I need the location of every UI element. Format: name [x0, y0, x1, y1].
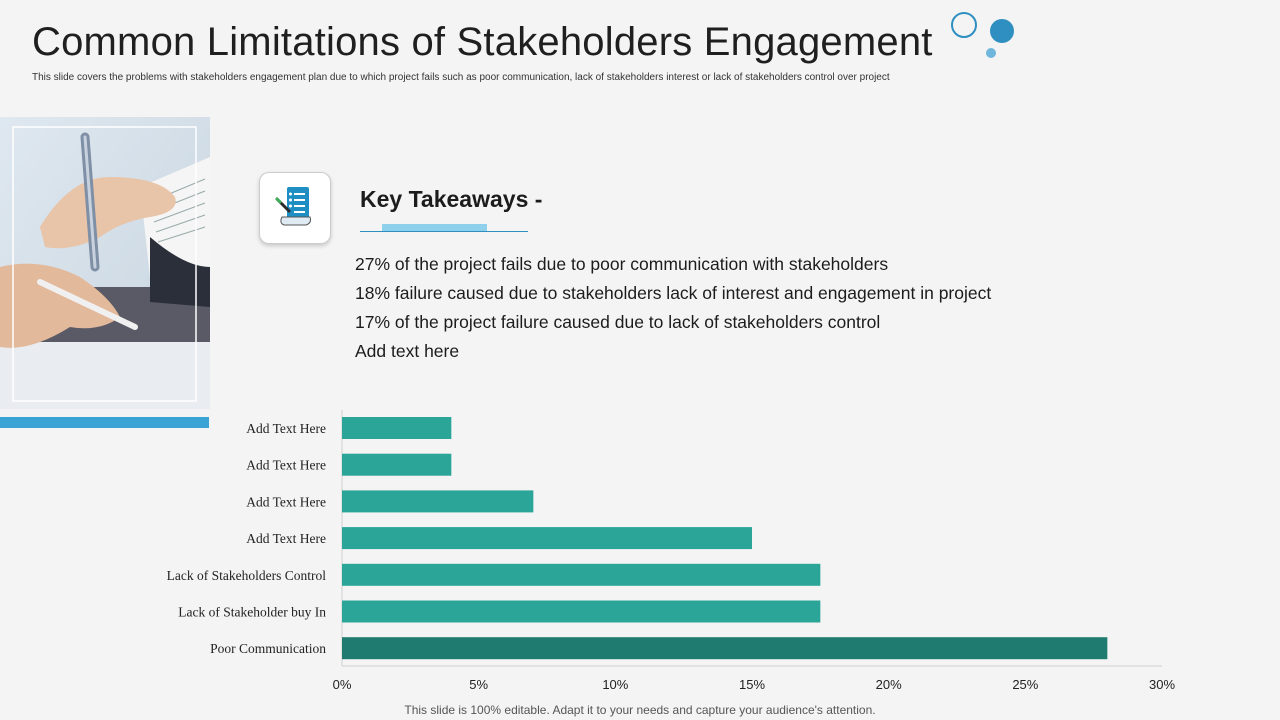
- decorative-dot-small: [986, 48, 996, 58]
- x-tick-label: 15%: [739, 677, 765, 692]
- category-label: Add Text Here: [246, 494, 326, 509]
- bar-chart: Add Text Here Add Text Here Add Text Here A…: [167, 410, 1175, 692]
- key-takeaways-heading: Key Takeaways -: [360, 186, 543, 212]
- takeaway-item: Add text here: [355, 341, 460, 361]
- slide-title: Common Limitations of Stakeholders Engag…: [32, 20, 933, 64]
- bar: [342, 563, 821, 586]
- decorative-dot: [990, 19, 1014, 43]
- category-label: Lack of Stakeholder buy In: [178, 605, 326, 620]
- category-label: Add Text Here: [246, 531, 326, 546]
- takeaway-item: 27% of the project fails due to poor com…: [355, 254, 889, 274]
- bar: [342, 600, 821, 623]
- x-tick-label: 5%: [469, 677, 488, 692]
- x-tick-label: 30%: [1149, 677, 1175, 692]
- footer-note: This slide is 100% editable. Adapt it to…: [404, 703, 876, 717]
- bar: [342, 490, 534, 513]
- category-label: Add Text Here: [246, 421, 326, 436]
- bar: [342, 453, 452, 476]
- x-tick-label: 25%: [1012, 677, 1038, 692]
- category-label: Add Text Here: [246, 458, 326, 473]
- bar: [342, 417, 452, 439]
- checklist-document-icon: [275, 187, 311, 226]
- handshake-document-photo: [0, 117, 210, 409]
- bar: [342, 527, 752, 550]
- takeaway-item: 18% failure caused due to stakeholders l…: [355, 283, 992, 303]
- takeaway-item: 17% of the project failure caused due to…: [355, 312, 881, 332]
- bar: [342, 637, 1108, 660]
- key-takeaways-icon-box: [259, 172, 331, 244]
- heading-underline: [360, 231, 528, 232]
- decorative-ring: [951, 12, 977, 38]
- category-label: Poor Communication: [210, 641, 326, 656]
- accent-bar: [0, 417, 209, 428]
- x-tick-label: 0%: [333, 677, 352, 692]
- x-tick-label: 20%: [876, 677, 902, 692]
- slide-subtitle: This slide covers the problems with stak…: [32, 72, 890, 83]
- key-takeaways-list: 27% of the project fails due to poor com…: [355, 250, 991, 366]
- category-label: Lack of Stakeholders Control: [167, 568, 327, 583]
- x-tick-label: 10%: [602, 677, 628, 692]
- heading-underline-accent: [382, 224, 487, 231]
